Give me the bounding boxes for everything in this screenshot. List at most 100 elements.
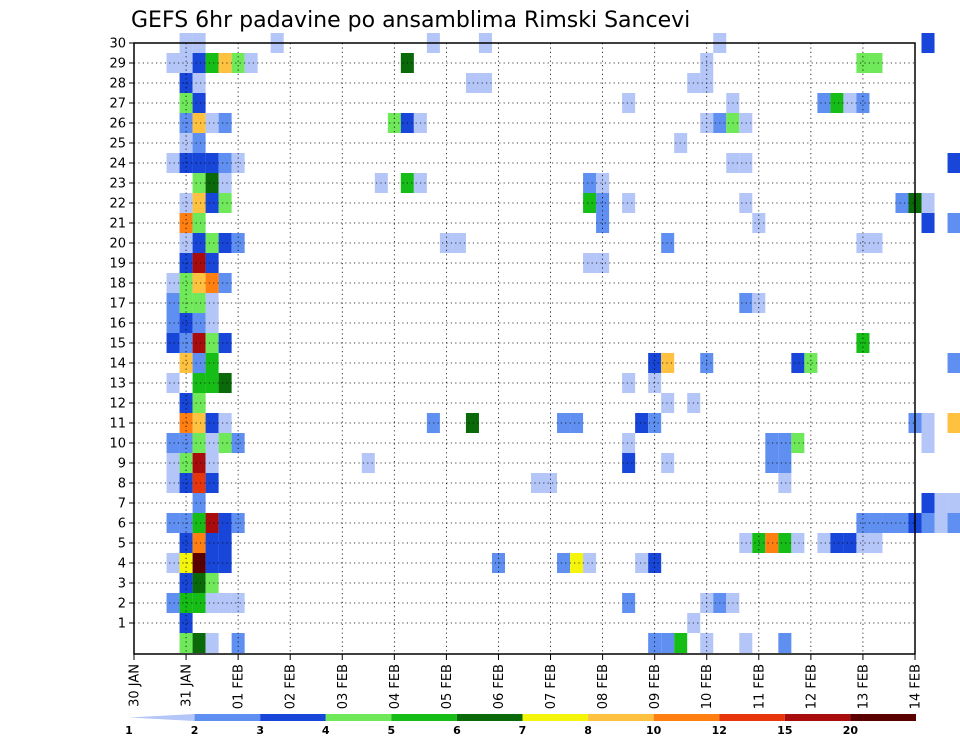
x-tick-label: 09 FEB	[648, 664, 663, 709]
legend-label: 10	[646, 724, 662, 737]
heatmap-cell	[205, 553, 219, 573]
heatmap-cell	[205, 453, 219, 473]
y-tick-label: 10	[109, 437, 126, 452]
heatmap-cell	[166, 153, 180, 173]
heatmap-cell	[856, 233, 870, 253]
heatmap-cell	[661, 353, 675, 373]
heatmap-cell	[192, 213, 206, 233]
heatmap-cell	[192, 313, 206, 333]
heatmap-cell	[192, 333, 206, 353]
heatmap-cell	[205, 333, 219, 353]
y-tick-label: 28	[109, 77, 126, 92]
y-tick-label: 30	[109, 37, 126, 52]
y-tick-label: 1	[118, 617, 126, 632]
heatmap-cell	[895, 513, 909, 533]
legend-swatch	[784, 714, 851, 721]
legend-label: 8	[584, 724, 592, 737]
heatmap-cell	[205, 193, 219, 213]
heatmap-cell	[166, 273, 180, 293]
heatmap-cell	[205, 533, 219, 553]
legend-swatch	[129, 714, 195, 721]
heatmap-cell	[192, 113, 206, 133]
legend-label: 12	[712, 724, 727, 737]
y-tick-label: 18	[109, 277, 126, 292]
heatmap-cell	[452, 233, 466, 253]
heatmap-cell	[557, 553, 571, 573]
x-tick-label: 13 FEB	[856, 664, 871, 709]
heatmap-cell	[192, 153, 206, 173]
legend-label: 5	[388, 724, 396, 737]
axis-ticks: 1234567891011121314151617181920212223242…	[109, 37, 923, 710]
heatmap-cell	[166, 513, 180, 533]
heatmap-cell	[192, 233, 206, 253]
heatmap-cell	[179, 573, 193, 593]
y-tick-label: 19	[109, 257, 126, 272]
heatmap-cell	[570, 553, 584, 573]
heatmap-cell	[192, 373, 206, 393]
y-tick-label: 25	[109, 137, 126, 152]
heatmap-cell	[661, 453, 675, 473]
heatmap-cell	[817, 533, 831, 553]
heatmap-cell	[205, 433, 219, 453]
legend-swatch	[325, 714, 392, 721]
heatmap-cell	[166, 453, 180, 473]
heatmap-cell	[192, 433, 206, 453]
heatmap-cell	[869, 53, 883, 73]
heatmap-cell	[179, 313, 193, 333]
legend-label: 6	[453, 724, 461, 737]
y-tick-label: 26	[109, 117, 126, 132]
heatmap-cell	[765, 433, 779, 453]
heatmap-cell	[205, 233, 219, 253]
grid-lines	[134, 42, 915, 654]
heatmap-cell	[192, 353, 206, 373]
heatmap-cell	[635, 553, 649, 573]
x-tick-label: 07 FEB	[544, 664, 559, 709]
y-tick-label: 22	[109, 197, 126, 212]
y-tick-label: 4	[118, 557, 126, 572]
heatmap-cell	[218, 233, 232, 253]
heatmap-cell	[622, 433, 636, 453]
heatmap-cell	[882, 513, 896, 533]
heatmap-cell	[231, 53, 245, 73]
heatmap-cell	[856, 533, 870, 553]
heatmap-cell	[869, 533, 883, 553]
heatmap-cells	[166, 33, 960, 653]
heatmap-cell	[192, 573, 206, 593]
y-tick-label: 16	[109, 317, 126, 332]
y-tick-label: 29	[109, 57, 126, 72]
heatmap-cell	[531, 473, 545, 493]
heatmap-cell	[179, 353, 193, 373]
heatmap-cell	[218, 433, 232, 453]
y-tick-label: 9	[118, 457, 126, 472]
legend-label: 7	[519, 724, 527, 737]
heatmap-cell	[648, 633, 662, 653]
heatmap-cell	[661, 633, 675, 653]
heatmap-cell	[947, 513, 960, 533]
heatmap-cell	[583, 173, 597, 193]
heatmap-cell	[648, 353, 662, 373]
y-tick-label: 5	[118, 537, 126, 552]
heatmap-cell	[179, 433, 193, 453]
heatmap-cell	[934, 513, 948, 533]
legend-label: 2	[191, 724, 199, 737]
heatmap-cell	[921, 213, 935, 233]
legend-swatch	[194, 714, 261, 721]
y-tick-label: 8	[118, 477, 126, 492]
heatmap-cell	[205, 513, 219, 533]
heatmap-cell	[179, 413, 193, 433]
heatmap-cell	[218, 413, 232, 433]
heatmap-cell	[218, 533, 232, 553]
heatmap-cell	[179, 53, 193, 73]
x-tick-label: 10 FEB	[700, 664, 715, 709]
legend-swatch	[850, 714, 916, 721]
heatmap-cell	[791, 353, 805, 373]
heatmap-cell	[791, 433, 805, 453]
heatmap-cell	[192, 273, 206, 293]
y-tick-label: 24	[109, 157, 126, 172]
y-tick-label: 20	[109, 237, 126, 252]
heatmap-cell	[583, 553, 597, 573]
color-legend: 1 2 3 4 5 6 7 8 10 12 15 20	[125, 714, 916, 737]
heatmap-cell	[843, 533, 857, 553]
heatmap-cell	[166, 473, 180, 493]
